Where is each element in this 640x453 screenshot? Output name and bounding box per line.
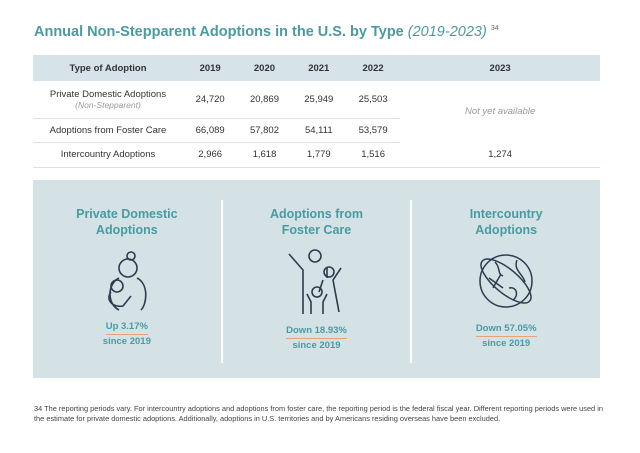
footnote-ref: 34 (490, 25, 499, 33)
cell: 57,802 (237, 118, 292, 143)
row-label: Intercountry Adoptions (33, 142, 183, 168)
page-title: Annual Non-Stepparent Adoptions in the U… (34, 24, 499, 40)
change-value: Up 3.17% (105, 320, 148, 335)
table-row: Private Domestic Adoptions (Non-Stepparen… (33, 81, 600, 119)
header-2023: 2023 (400, 55, 600, 81)
cell: 24,720 (183, 81, 238, 119)
cell: 1,779 (291, 142, 346, 168)
summary-intercountry: Intercountry Adoptions Down 57.05% since … (412, 180, 600, 378)
globe-airplane-icon (479, 254, 533, 308)
cell: 25,503 (345, 81, 401, 119)
since-label: since 2019 (482, 338, 531, 349)
cell: 1,618 (237, 142, 292, 168)
adoptions-table: Type of Adoption 2019 2020 2021 2022 202… (33, 55, 600, 168)
footnote: 34 The reporting periods vary. For inter… (34, 404, 603, 423)
since-label: since 2019 (292, 340, 341, 351)
divider (220, 200, 223, 363)
cell: 1,274 (400, 142, 600, 168)
table-header: Type of Adoption 2019 2020 2021 2022 202… (33, 55, 600, 81)
cell: 66,089 (183, 118, 238, 143)
header-2020: 2020 (237, 55, 292, 81)
cell: 1,516 (345, 142, 401, 168)
not-available: Not yet available (465, 106, 536, 117)
summary-panel: Private Domestic Adoptions Up 3.17% since… (33, 180, 600, 378)
cell: 2,966 (183, 142, 238, 168)
header-2019: 2019 (183, 55, 238, 81)
cell: 20,869 (237, 81, 292, 119)
since-label: since 2019 (102, 336, 151, 347)
change-value: Down 57.05% (475, 322, 537, 337)
cell: 54,111 (291, 118, 346, 143)
summary-heading: Adoptions from Foster Care (269, 207, 364, 237)
summary-private: Private Domestic Adoptions Up 3.17% since… (33, 180, 221, 378)
table-row: Adoptions from Foster Care 66,089 57,802… (33, 118, 600, 143)
header-2022: 2022 (345, 55, 401, 81)
header-2021: 2021 (291, 55, 346, 81)
summary-heading: Intercountry Adoptions (469, 207, 543, 237)
family-icon (287, 249, 342, 314)
cell: 53,579 (345, 118, 401, 143)
header-type: Type of Adoption (33, 55, 183, 81)
table-row: Intercountry Adoptions 2,966 1,618 1,779… (33, 142, 600, 168)
mother-child-icon (107, 251, 147, 311)
summary-heading: Private Domestic Adoptions (76, 207, 178, 237)
summary-foster: Adoptions from Foster Care Down 18.93% si… (223, 180, 411, 378)
row-label: Adoptions from Foster Care (33, 118, 183, 143)
cell: 25,949 (291, 81, 346, 119)
change-value: Down 18.93% (286, 324, 347, 339)
divider (410, 200, 413, 363)
row-label: Private Domestic Adoptions (Non-Stepparen… (33, 81, 183, 119)
